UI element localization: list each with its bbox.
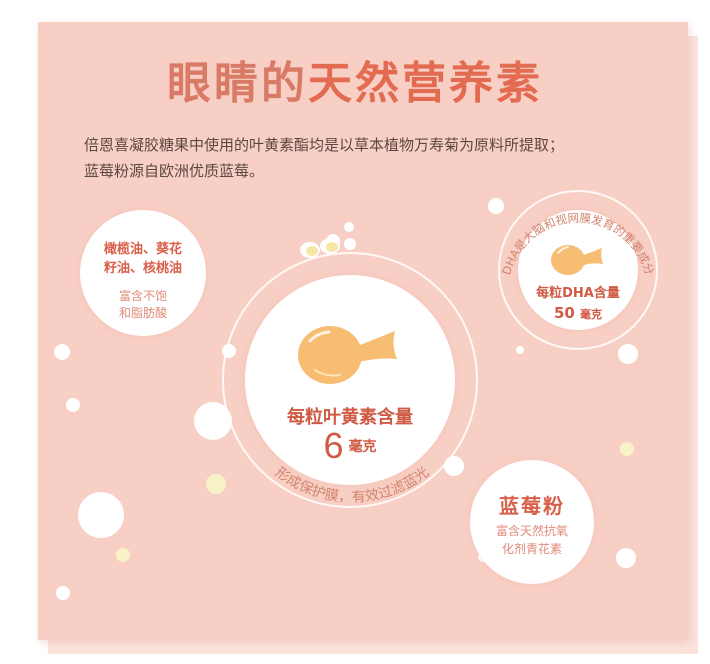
- dha-arc-textpath: DHA是大脑和视网膜发育的重要成分: [499, 211, 657, 277]
- oil-title-line: 橄榄油、葵花: [103, 242, 182, 257]
- title-accent: 天然营养素: [308, 58, 543, 109]
- blueberry-sub-line: 化剂青花素: [501, 542, 562, 556]
- decor-dot: [618, 344, 638, 364]
- decor-dot: [66, 398, 80, 412]
- decor-dot: [616, 548, 636, 568]
- dha-outer-ring: [498, 190, 658, 350]
- blueberry-circle: 蓝莓粉 富含天然抗氧 化剂青花素: [470, 460, 594, 584]
- description-line: 蓝莓粉源自欧洲优质蓝莓。: [84, 162, 265, 180]
- oil-sub-line: 富含不饱: [118, 289, 167, 303]
- decor-dot: [56, 586, 70, 600]
- oil-title: 橄榄油、葵花 籽油、核桃油: [80, 240, 206, 278]
- description-line: 倍恩喜凝胶糖果中使用的叶黄素酯均是以草本植物万寿菊为原料所提取；: [84, 136, 565, 154]
- decor-dot: [516, 346, 524, 354]
- description: 倍恩喜凝胶糖果中使用的叶黄素酯均是以草本植物万寿菊为原料所提取； 蓝莓粉源自欧洲…: [84, 132, 644, 184]
- oil-sub-line: 和脂肪酸: [118, 306, 167, 320]
- blueberry-sub-line: 富含天然抗氧: [495, 524, 568, 538]
- decor-dot: [488, 198, 504, 214]
- softgel-capsule-icon: [551, 245, 603, 275]
- decor-dot: [344, 222, 354, 232]
- dha-circle: 每粒DHA含量 50 毫克: [518, 210, 638, 330]
- main-outer-ring: [222, 252, 478, 508]
- dha-amount-number: 50: [553, 304, 575, 322]
- title-plain: 眼睛的: [167, 58, 308, 109]
- dha-amount: 50 毫克: [518, 304, 638, 322]
- lutein-amount-number: 6: [323, 425, 344, 466]
- decor-dot: [344, 238, 356, 250]
- decor-dot: [444, 456, 464, 476]
- oil-subtitle: 富含不饱 和脂肪酸: [80, 288, 206, 322]
- decor-dot: [194, 402, 232, 440]
- decor-dot: [78, 492, 124, 538]
- decor-dot: [222, 344, 236, 358]
- blueberry-title: 蓝莓粉: [499, 494, 565, 518]
- lutein-circle: 每粒叶黄素含量 6 毫克: [245, 275, 455, 485]
- page-title: 眼睛的天然营养素: [0, 58, 710, 110]
- dha-label: 每粒DHA含量: [536, 286, 620, 301]
- oil-circle: 橄榄油、葵花 籽油、核桃油 富含不饱 和脂肪酸: [80, 210, 206, 336]
- lutein-arc-textpath: 形成保护膜，有效过滤蓝光: [272, 464, 432, 506]
- lutein-amount: 6 毫克: [245, 425, 455, 467]
- blueberry-subtitle: 富含天然抗氧 化剂青花素: [470, 522, 594, 558]
- decor-dot: [54, 344, 70, 360]
- dha-arc-text: DHA是大脑和视网膜发育的重要成分: [499, 211, 657, 277]
- oil-title-line: 籽油、核桃油: [103, 261, 182, 276]
- lutein-amount-unit: 毫克: [348, 439, 377, 455]
- softgel-capsule-icon: [298, 326, 397, 384]
- lutein-arc-text: 形成保护膜，有效过滤蓝光: [272, 464, 432, 506]
- dha-amount-unit: 毫克: [580, 308, 603, 321]
- lutein-label: 每粒叶黄素含量: [287, 407, 413, 428]
- decor-dot: [206, 474, 226, 494]
- decor-dot: [116, 548, 130, 562]
- decor-dot: [620, 442, 634, 456]
